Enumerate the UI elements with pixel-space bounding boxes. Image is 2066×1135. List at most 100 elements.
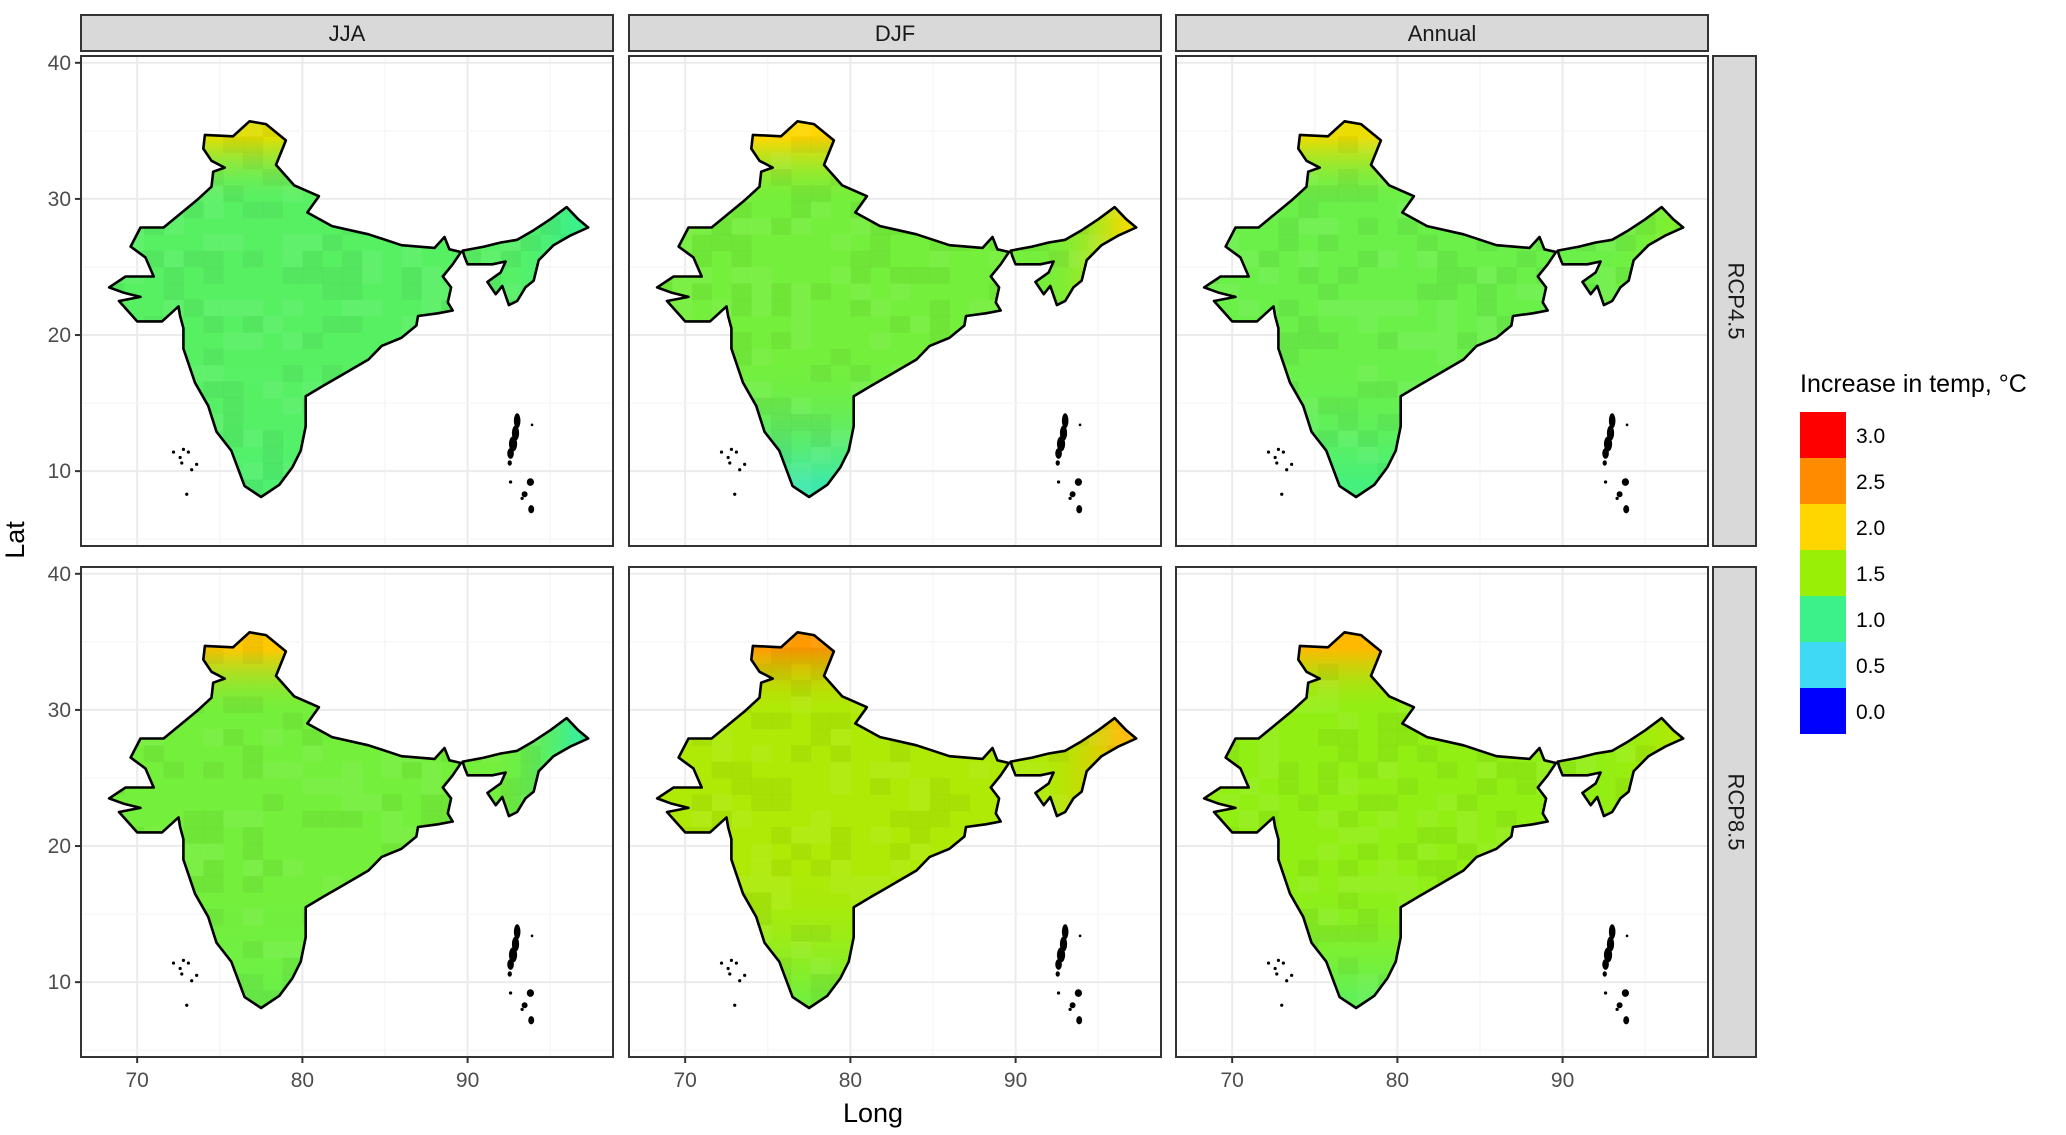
lakshadweep-island: [728, 461, 732, 465]
grid-cell: [850, 250, 871, 268]
lakshadweep-island: [728, 972, 732, 976]
grid-cell: [262, 728, 284, 746]
grid-cell: [1357, 217, 1379, 235]
y-tick-label: 20: [48, 835, 71, 858]
lakshadweep-island: [1285, 979, 1289, 983]
grid-cell: [810, 283, 832, 301]
grid-cell: [731, 777, 752, 795]
andaman-island: [1069, 491, 1076, 498]
grid-cell: [1318, 397, 1339, 415]
grid-cell: [969, 761, 990, 779]
grid-cell: [262, 430, 284, 448]
y-tick-label: 30: [48, 188, 71, 211]
grid-cell: [830, 348, 851, 366]
andaman-island: [1069, 1002, 1076, 1009]
grid-cell: [1318, 185, 1339, 203]
grid-cell: [282, 234, 303, 252]
grid-cell: [322, 283, 343, 301]
grid-cell: [751, 712, 772, 730]
grid-cell: [342, 315, 363, 333]
grid-cell: [1397, 728, 1418, 746]
grid-cell: [342, 761, 363, 779]
grid-cell: [1377, 810, 1398, 828]
grid-cell: [242, 315, 264, 333]
grid-cell: [1318, 234, 1339, 252]
lakshadweep-island: [1285, 468, 1289, 472]
grid-cell: [810, 728, 832, 746]
grid-cell: [1357, 843, 1379, 861]
grid-cell: [223, 299, 244, 317]
lakshadweep-island: [186, 961, 190, 965]
grid-cell: [1417, 859, 1438, 877]
andaman-island: [1621, 989, 1630, 997]
grid-cell: [242, 121, 264, 137]
grid-cell: [1397, 217, 1418, 235]
grid-cell: [691, 234, 713, 252]
grid-cell: [203, 201, 224, 219]
legend-label: 3.0: [1856, 425, 1885, 448]
grid-cell: [302, 745, 323, 763]
grid-cell: [1337, 810, 1359, 828]
grid-cell: [711, 761, 732, 779]
grid-cell: [1357, 364, 1379, 382]
grid-cell: [771, 794, 792, 812]
grid-cell: [1437, 761, 1458, 779]
map-panels: [80, 55, 1709, 1058]
grid-cell: [1337, 266, 1359, 284]
grid-cell: [163, 761, 184, 779]
row-strip-label: RCP8.5: [1724, 773, 1749, 850]
grid-cell: [909, 810, 931, 828]
lakshadweep-island: [738, 979, 742, 983]
grid-cell: [790, 217, 812, 235]
grid-cell: [1357, 875, 1379, 893]
grid-cell: [1377, 712, 1398, 730]
grid-cell: [751, 217, 772, 235]
grid-cell: [1595, 266, 1616, 284]
map-panel-djf-rcp45: [628, 55, 1162, 547]
grid-cell: [1496, 810, 1517, 828]
x-tick-label: 70: [673, 1069, 696, 1092]
grid-cell: [242, 745, 264, 763]
grid-cell: [830, 234, 851, 252]
grid-cell: [771, 663, 792, 681]
grid-cell: [909, 826, 931, 844]
grid-cell: [223, 413, 244, 431]
grid-cell: [262, 446, 284, 464]
lakshadweep-island: [180, 972, 184, 976]
grid-cell: [1238, 810, 1260, 828]
grid-cell: [810, 430, 832, 448]
grid-cell: [242, 647, 264, 665]
grid-cell: [1377, 761, 1398, 779]
grid-cell: [203, 647, 224, 665]
grid-cell: [1456, 266, 1478, 284]
grid-cell: [1437, 283, 1458, 301]
legend-title: Increase in temp, °C: [1800, 370, 2027, 398]
grid-cell: [731, 250, 752, 268]
grid-cell: [1258, 745, 1279, 763]
grid-cell: [1437, 250, 1458, 268]
grid-cell: [909, 794, 931, 812]
grid-cell: [771, 413, 792, 431]
grid-cell: [1357, 315, 1379, 333]
grid-cell: [1456, 810, 1478, 828]
grid-cell: [282, 299, 303, 317]
lakshadweep-island: [171, 961, 176, 965]
lakshadweep-island: [726, 966, 730, 971]
grid-cell: [1068, 250, 1089, 268]
grid-cell: [262, 315, 284, 333]
grid-cell: [1337, 299, 1359, 317]
grid-cell: [790, 696, 812, 714]
grid-cell: [810, 136, 832, 154]
lakshadweep-island: [1290, 973, 1294, 977]
grid-cell: [242, 696, 264, 714]
grid-cell: [1476, 299, 1498, 317]
grid-cell: [302, 332, 323, 350]
grid-cell: [1476, 266, 1498, 284]
grid-cell: [1278, 332, 1299, 350]
grid-cell: [790, 679, 812, 697]
grid-cell: [421, 266, 442, 284]
andaman-island: [1076, 505, 1083, 514]
grid-cell: [242, 761, 264, 779]
grid-cell: [183, 250, 204, 268]
grid-cell: [929, 810, 951, 828]
